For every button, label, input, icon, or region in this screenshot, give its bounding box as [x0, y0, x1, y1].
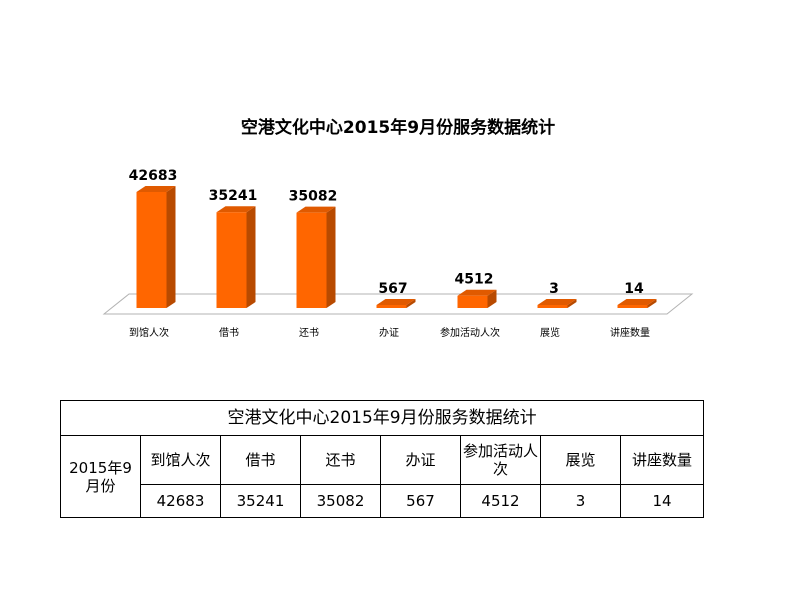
table-header-cell: 展览 [540, 435, 621, 485]
bar-front [537, 305, 568, 308]
bar-front [617, 305, 648, 308]
bar [376, 299, 416, 308]
category-label: 办证 [379, 326, 399, 339]
bar [617, 299, 657, 308]
bar-side [647, 299, 657, 308]
bar-front [296, 212, 327, 308]
data-label: 35241 [209, 188, 258, 204]
bar-top [457, 289, 497, 296]
bar [457, 289, 497, 308]
category-label: 讲座数量 [610, 326, 650, 339]
table-value-cell: 14 [619, 484, 705, 518]
bar-front [457, 295, 488, 308]
table-header-cell: 到馆人次 [140, 435, 221, 485]
table-header-cell: 参加活动人次 [460, 435, 541, 485]
table-value-cell: 3 [540, 484, 621, 518]
data-label: 42683 [129, 168, 178, 184]
bar-top [296, 206, 336, 213]
chart-title: 空港文化中心2015年9月份服务数据统计 [241, 117, 555, 138]
category-label: 借书 [219, 327, 239, 339]
table-header-row: 2015年9月份 到馆人次 借书 还书 办证 参加活动人次 展览 讲座数量 [60, 435, 705, 518]
bar-chart: 空港文化中心2015年9月份服务数据统计 42683 到馆人次 35241 借书 350… [102, 117, 694, 339]
stats-table: 空港文化中心2015年9月份服务数据统计 2015年9月份 到馆人次 借书 还书… [59, 400, 705, 518]
category-label: 参加活动人次 [440, 326, 500, 339]
bar-side [487, 289, 497, 308]
bar-side [246, 206, 256, 308]
data-label: 4512 [455, 272, 494, 288]
table-header-cell: 讲座数量 [619, 435, 705, 485]
table-value-cell: 35241 [220, 484, 301, 518]
data-label: 14 [624, 281, 644, 297]
bar-side [406, 299, 416, 308]
bar-front [216, 212, 247, 308]
table-header-cell: 还书 [300, 435, 381, 485]
table-value-cell: 4512 [460, 484, 541, 518]
table-title-row: 空港文化中心2015年9月份服务数据统计 [59, 400, 705, 436]
table-title: 空港文化中心2015年9月份服务数据统计 [59, 400, 705, 436]
bar-top [537, 299, 577, 305]
table-value-cell: 35082 [300, 484, 381, 518]
bar [136, 186, 176, 308]
bar-side [567, 299, 577, 308]
table-row-header: 2015年9月份 [60, 435, 141, 518]
bar [537, 299, 577, 308]
bar [296, 206, 336, 308]
bar-top [216, 206, 256, 213]
bar-side [326, 206, 336, 308]
bar-top [376, 299, 416, 305]
bar-front [376, 305, 407, 308]
bar-front [136, 192, 167, 308]
category-label: 还书 [299, 327, 319, 339]
table-header-cell: 办证 [380, 435, 461, 485]
table-value-row: 42683 35241 35082 567 4512 3 14 [61, 484, 705, 518]
bar [216, 206, 256, 308]
data-label: 567 [378, 281, 407, 297]
bars: 42683 到馆人次 35241 借书 35082 还书 567 办证 4512 参加活动人次 3 展… [129, 168, 657, 339]
bar-top [136, 186, 176, 192]
data-label: 3 [549, 281, 559, 297]
table-value-cell: 567 [380, 484, 461, 518]
category-label: 展览 [540, 326, 560, 339]
bar-side [166, 186, 176, 308]
category-label: 到馆人次 [129, 326, 169, 339]
table-value-cell: 42683 [140, 484, 221, 518]
bar-top [617, 299, 657, 305]
data-label: 35082 [289, 189, 338, 205]
table-header-cell: 借书 [220, 435, 301, 485]
